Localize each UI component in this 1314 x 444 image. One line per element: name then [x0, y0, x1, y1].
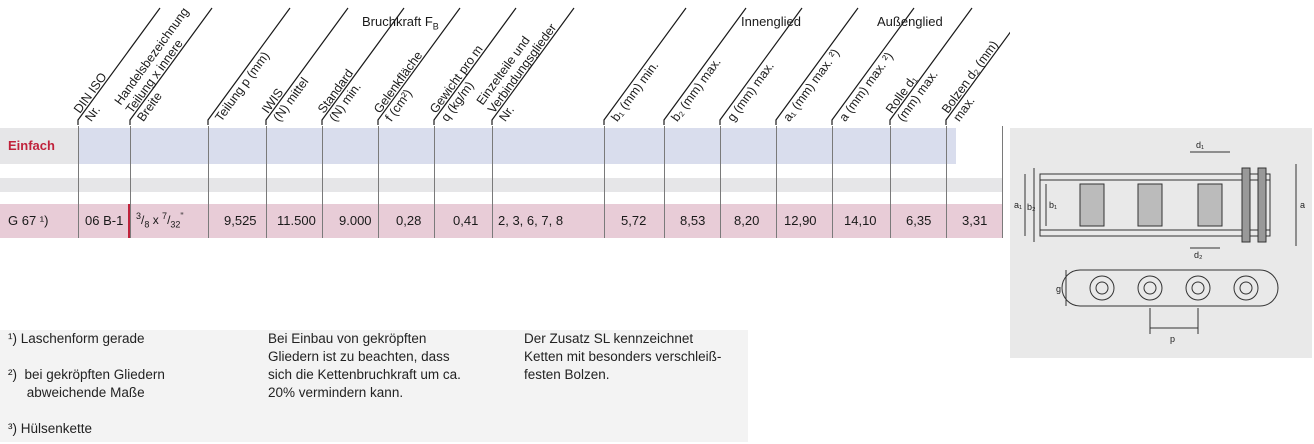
- header-b2: b₂ (mm) max.: [668, 55, 723, 124]
- column-divider: [890, 126, 891, 238]
- column-divider: [604, 126, 605, 238]
- column-divider: [434, 126, 435, 238]
- group-innenglied: Innenglied: [741, 14, 801, 29]
- header-teilung: Teilung p (mm): [212, 49, 272, 124]
- chain-diagram: d₁ a₁ b₂ b₁ a d₂ g p: [1010, 128, 1312, 358]
- dim-b2: b₂: [1027, 202, 1036, 212]
- footnote-1: ¹) Laschenform gerade: [8, 331, 145, 346]
- spacer-band: [0, 178, 1002, 192]
- dim-p: p: [1170, 334, 1175, 344]
- dim-d1: d₁: [1196, 140, 1204, 150]
- header-rolle: Rolle d₁(mm) max.: [883, 59, 941, 124]
- header-einzel: Einzelteile undVerbindungsgliederNr.: [474, 13, 571, 124]
- column-divider: [776, 126, 777, 238]
- column-divider: [208, 126, 209, 238]
- header-iwis: IWIS(N) mittel: [259, 67, 311, 124]
- column-divider: [664, 126, 665, 238]
- dim-b1: b₁: [1049, 200, 1057, 210]
- column-divider: [720, 126, 721, 238]
- note-sl: Der Zusatz SL kennzeichnet Ketten mit be…: [524, 331, 722, 382]
- cell-einzel: 2, 3, 6, 7, 8: [498, 213, 564, 228]
- cell-b1: 5,72: [621, 213, 647, 228]
- cell-iwis: 11.500: [277, 213, 316, 228]
- marker-line: [128, 204, 130, 238]
- header-g: g (mm) max.: [724, 59, 777, 124]
- column-divider: [1002, 126, 1003, 238]
- table-header: DIN ISONr.HandelsbezeichnungTeilung x in…: [71, 5, 1010, 125]
- column-divider: [492, 126, 493, 238]
- header-handel: HandelsbezeichnungTeilung x innereBreite: [112, 5, 215, 124]
- column-divider: [130, 126, 131, 238]
- header-standard: Standard(N) min.: [315, 67, 368, 125]
- chain-drawing: d₁ a₁ b₂ b₁ a d₂ g p: [1014, 140, 1305, 344]
- cell-bolzen: 3,31: [962, 213, 988, 228]
- group-bruchkraft: Bruchkraft FB: [362, 14, 439, 32]
- cell-gewicht: 0,41: [453, 213, 479, 228]
- header-a1: a₁ (mm) max. ²): [780, 46, 842, 124]
- dim-d2: d₂: [1194, 250, 1203, 260]
- footnote-2: ²) bei gekröpften Gliedern abweichende M…: [8, 367, 165, 400]
- column-divider: [266, 126, 267, 238]
- cell-g: 8,20: [734, 213, 760, 228]
- column-divider: [946, 126, 947, 238]
- table-row: [0, 204, 1002, 238]
- cell-a1: 12,90: [784, 213, 817, 228]
- footnote-background: [0, 330, 748, 442]
- dim-g: g: [1056, 284, 1061, 294]
- cell-a: 14,10: [844, 213, 877, 228]
- header-gelenk: Gelenkflächef (cm²): [371, 49, 437, 125]
- footnote-3: ³) Hülsenkette: [8, 421, 93, 436]
- cell-standard: 9.000: [339, 213, 372, 228]
- cell-handel: 3/8 x 7/32": [136, 211, 184, 230]
- dim-a1: a₁: [1014, 200, 1022, 210]
- cell-b2: 8,53: [680, 213, 706, 228]
- cell-name: G 67 ¹): [8, 213, 49, 228]
- header-b1: b₁ (mm) min.: [608, 59, 661, 125]
- column-divider: [78, 126, 79, 238]
- cell-teilung: 9,525: [224, 213, 257, 228]
- cell-rolle: 6,35: [906, 213, 932, 228]
- header-a: a (mm) max. ²): [836, 50, 895, 125]
- dim-a: a: [1300, 200, 1305, 210]
- group-aussenglied: Außenglied: [877, 14, 943, 29]
- section-label-einfach: Einfach: [8, 138, 55, 153]
- cell-gelenk: 0,28: [396, 213, 422, 228]
- column-divider: [322, 126, 323, 238]
- cell-din: 06 B-1: [85, 213, 124, 228]
- column-divider: [378, 126, 379, 238]
- note-kroepfung: Bei Einbau von gekröpften Gliedern ist z…: [268, 331, 461, 400]
- column-divider: [832, 126, 833, 238]
- section-band-left: [0, 128, 78, 164]
- header-bolzen: Bolzen d₂ (mm)max.: [939, 38, 1010, 124]
- section-band: [78, 128, 956, 164]
